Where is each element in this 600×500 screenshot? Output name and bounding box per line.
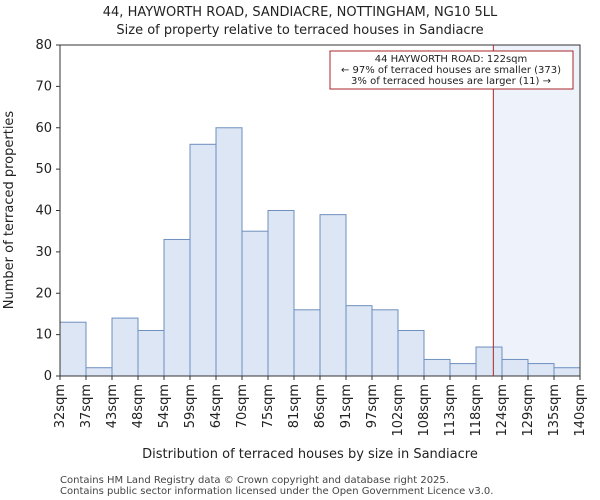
- annotation-line-1: 44 HAYWORTH ROAD: 122sqm: [375, 54, 528, 65]
- x-tick-label-64sqm: 64sqm: [209, 384, 224, 428]
- bar-135sqm: [553, 367, 581, 377]
- annotation-line-2: ← 97% of terraced houses are smaller (37…: [341, 65, 561, 76]
- y-tick-label-60: 60: [35, 121, 52, 136]
- bar-75sqm: [267, 210, 295, 377]
- x-tick-label-129sqm: 129sqm: [521, 384, 536, 437]
- x-tick-label-43sqm: 43sqm: [105, 384, 120, 428]
- y-tick-label-10: 10: [35, 328, 52, 343]
- bar-86sqm: [319, 214, 347, 377]
- bar-91sqm: [345, 305, 373, 377]
- x-tick-label-140sqm: 140sqm: [573, 384, 588, 437]
- footer-line-1: Contains HM Land Registry data © Crown c…: [60, 475, 449, 486]
- chart-title: 44, HAYWORTH ROAD, SANDIACRE, NOTTINGHAM…: [103, 5, 498, 20]
- y-axis-label: Number of terraced properties: [2, 111, 17, 310]
- bar-59sqm: [189, 143, 217, 377]
- bar-43sqm: [111, 317, 139, 377]
- x-tick-label-81sqm: 81sqm: [287, 384, 302, 428]
- bar-113sqm: [449, 363, 477, 377]
- y-axis: 0 10 20 30 40 50 60 70 80: [35, 38, 60, 384]
- x-tick-label-118sqm: 118sqm: [469, 384, 484, 437]
- x-tick-label-75sqm: 75sqm: [261, 384, 276, 428]
- chart-subtitle: Size of property relative to terraced ho…: [116, 23, 483, 38]
- bar-102sqm: [397, 329, 425, 377]
- larger-properties-highlight: [493, 45, 580, 376]
- y-tick-label-80: 80: [35, 38, 52, 53]
- y-tick-label-50: 50: [35, 162, 52, 177]
- x-tick-label-113sqm: 113sqm: [443, 384, 458, 437]
- bar-54sqm: [163, 238, 191, 377]
- x-tick-label-48sqm: 48sqm: [131, 384, 146, 428]
- bar-129sqm: [527, 363, 555, 377]
- annotation-frame: [329, 50, 574, 90]
- bar-108sqm: [423, 358, 451, 377]
- bars-layer: [59, 127, 581, 377]
- bar-64sqm: [215, 127, 243, 377]
- bar-124sqm: [501, 358, 529, 377]
- bar-48sqm: [137, 329, 165, 377]
- x-tick-label-59sqm: 59sqm: [183, 384, 198, 428]
- y-tick-label-40: 40: [35, 204, 52, 219]
- x-tick-label-135sqm: 135sqm: [547, 384, 562, 437]
- x-tick-label-124sqm: 124sqm: [495, 384, 510, 437]
- y-tick-label-20: 20: [35, 286, 52, 301]
- highlight-layer: [493, 45, 580, 376]
- x-axis: 32sqm 37sqm 43sqm 48sqm 54sqm 59sqm 64sqm 70sqm…: [53, 376, 588, 437]
- annotation-line-3: 3% of terraced houses are larger (11) →: [351, 76, 551, 87]
- x-tick-label-97sqm: 97sqm: [365, 384, 380, 428]
- x-tick-label-86sqm: 86sqm: [313, 384, 328, 428]
- x-tick-label-37sqm: 37sqm: [79, 384, 94, 428]
- x-axis-label: Distribution of terraced houses by size …: [142, 447, 478, 462]
- x-tick-label-32sqm: 32sqm: [53, 384, 68, 428]
- x-tick-label-91sqm: 91sqm: [339, 384, 354, 428]
- y-tick-label-30: 30: [35, 245, 52, 260]
- x-tick-label-54sqm: 54sqm: [157, 384, 172, 428]
- x-tick-label-108sqm: 108sqm: [417, 384, 432, 437]
- annotation-box: 44 HAYWORTH ROAD: 122sqm ← 97% of terrac…: [329, 50, 574, 90]
- bar-32sqm: [59, 321, 87, 377]
- footer-line-2: Contains public sector information licen…: [60, 486, 493, 497]
- x-tick-label-70sqm: 70sqm: [235, 384, 250, 428]
- x-tick-label-102sqm: 102sqm: [391, 384, 406, 437]
- bar-97sqm: [371, 309, 399, 377]
- y-tick-label-0: 0: [44, 369, 52, 384]
- bar-118sqm: [475, 346, 503, 377]
- y-tick-label-70: 70: [35, 79, 52, 94]
- bar-70sqm: [241, 230, 269, 377]
- bar-81sqm: [293, 309, 321, 377]
- bar-37sqm: [85, 367, 113, 377]
